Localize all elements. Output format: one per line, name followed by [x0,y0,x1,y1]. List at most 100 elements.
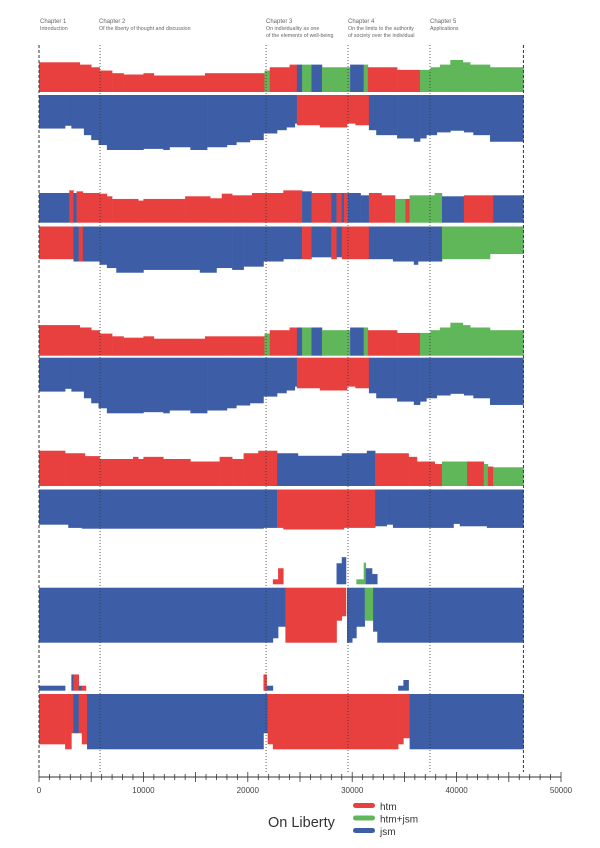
upper-bar-htm-jsm [430,330,441,356]
upper-bar-htm [84,456,100,486]
upper-bar-jsm [336,563,343,585]
upper-bar-jsm [78,685,83,691]
upper-bar-jsm [398,685,404,691]
upper-bar-htm [311,193,332,223]
legend-swatch-htm [353,803,375,808]
lower-bar-htm [81,694,88,745]
lower-bar-htm [78,694,83,734]
lower-bar-htm-jsm [364,587,374,621]
lower-bar-jsm [226,95,237,146]
lower-bar-jsm [249,357,264,404]
lower-bar-jsm [98,357,108,409]
lower-bar-jsm [81,489,264,529]
lower-bar-jsm [71,357,85,392]
lower-bar-jsm [336,226,343,258]
lower-bar-jsm [91,357,99,404]
x-axis [38,772,562,782]
lower-bar-jsm [420,95,427,139]
upper-bar-jsm [341,193,345,223]
upper-bar-htm [132,456,139,486]
lower-bar-jsm [236,357,251,406]
upper-bar-jsm [366,450,376,486]
lower-bar-htm [65,694,72,750]
upper-bar-htm-jsm [462,62,471,92]
upper-bar-jsm [350,64,364,92]
chapter-title: Chapter 3 [266,19,293,25]
lower-bar-htm [296,95,321,126]
lower-bar-jsm [263,95,278,134]
lower-bar-jsm [190,357,208,414]
lower-bar-jsm [420,357,427,402]
upper-bar-htm [81,685,87,691]
chapter-divider-lines [38,45,524,772]
upper-bar-htm [487,466,494,486]
upper-bar-htm-jsm [409,195,435,223]
upper-bar-jsm [441,196,465,223]
upper-bar-htm [434,464,443,486]
chapter-2-label: Chapter 2 Of the liberty of thought and … [99,19,191,32]
lower-bar-jsm [294,357,298,387]
upper-bar-htm [79,64,92,92]
upper-bar-jsm [350,327,364,356]
upper-bar-htm [397,332,421,356]
upper-bar-htm [283,190,303,223]
upper-bar-htm-jsm [264,70,271,92]
lower-bar-jsm [98,95,108,146]
upper-bar-htm [76,191,84,223]
upper-bar-htm [397,69,421,92]
upper-bar-htm-jsm [264,333,271,356]
upper-bar-htm [251,193,284,223]
lower-bar-jsm [39,587,274,643]
lower-bar-jsm [311,226,332,258]
row-6 [39,674,524,750]
lower-bar-jsm [368,357,377,394]
lower-bar-jsm [375,489,387,527]
lower-bar-jsm [283,226,303,260]
lower-bar-jsm [207,95,228,148]
lower-bar-jsm [190,95,208,150]
lower-bar-jsm [436,357,451,396]
upper-bar-jsm [341,557,347,585]
lower-bar-htm [302,226,312,260]
upper-bar-jsm [372,574,378,585]
lower-bar-jsm [286,357,296,391]
lower-bar-jsm [82,226,100,262]
lower-bar-jsm [216,226,233,269]
upper-bar-htm [219,456,233,486]
upper-bar-htm-jsm [363,562,367,585]
lower-bar-jsm [143,95,164,149]
upper-bar-htm-jsm [470,327,491,356]
upper-bar-jsm [277,453,299,486]
lower-bar-jsm [278,587,286,627]
lower-bar-jsm [450,95,465,131]
lower-bar-jsm [473,95,491,136]
upper-bar-htm [269,330,290,356]
upper-bar-htm [269,67,290,92]
legend-label-htm-jsm: htm+jsm [380,815,418,826]
lower-bar-jsm [226,357,237,409]
upper-bar-htm [39,62,81,92]
legend-swatch-jsm [353,828,375,833]
lower-bar-jsm [87,694,264,750]
lower-bar-htm-jsm [490,226,524,255]
chapter-subtitle: of the elements of well-being [266,33,333,39]
upper-bar-htm-jsm [439,64,451,92]
lower-bar-htm [341,226,370,260]
upper-bar-htm [91,330,100,356]
upper-bar-htm [69,190,74,223]
lower-bar-jsm [236,95,251,143]
lower-bar-jsm [65,95,72,126]
upper-bar-htm-jsm [439,327,451,356]
lower-bar-jsm [163,357,170,414]
upper-bar-htm [112,73,124,92]
lower-bar-jsm [199,226,217,273]
lower-bar-jsm [163,95,170,150]
lower-bar-htm [272,694,399,750]
legend-label-jsm: jsm [379,827,396,838]
upper-bar-htm [263,674,267,691]
row-1 [39,59,524,150]
lower-bar-jsm [397,357,415,402]
chapter-3-label: Chapter 3 On individuality as one of the… [266,19,333,39]
upper-bar-htm [367,67,398,92]
upper-bar-htm [82,193,100,223]
